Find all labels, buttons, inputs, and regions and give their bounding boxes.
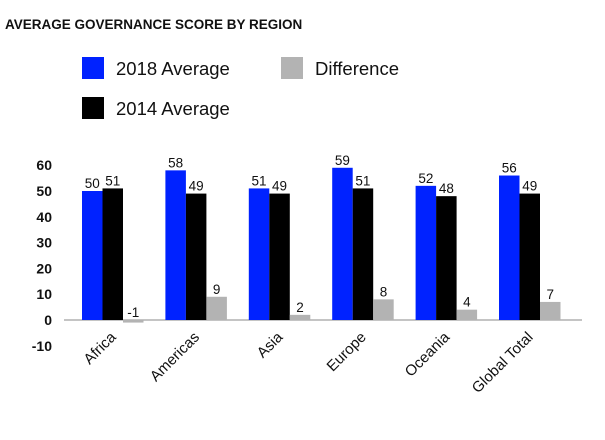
y-tick-label: 60 <box>36 157 52 173</box>
x-tick-label: Africa <box>80 328 120 368</box>
data-label: 49 <box>189 179 204 194</box>
bar <box>102 188 123 320</box>
legend-label: Difference <box>315 58 399 79</box>
data-label: 9 <box>213 282 221 297</box>
bar <box>415 185 437 320</box>
legend-swatch <box>82 97 104 119</box>
legend-swatch <box>281 57 303 79</box>
data-label: 49 <box>522 179 537 194</box>
y-tick-label: 10 <box>36 286 52 302</box>
y-axis: -10 0 10 20 30 40 50 60 <box>32 157 582 354</box>
data-label: 8 <box>380 284 388 299</box>
data-label: 48 <box>439 181 454 196</box>
bar <box>456 309 478 320</box>
bar <box>352 188 374 320</box>
data-label: 2 <box>296 300 304 315</box>
y-tick-label: 20 <box>36 260 52 276</box>
x-tick-label: Asia <box>254 328 287 361</box>
bar <box>206 296 227 320</box>
data-label: 50 <box>85 176 100 191</box>
bar <box>248 188 270 320</box>
x-axis: Africa Americas Asia Europe Oceania Global To… <box>80 328 536 396</box>
data-label: 51 <box>105 173 120 188</box>
y-tick-label: -10 <box>32 338 52 354</box>
bar <box>289 314 311 320</box>
bar <box>540 301 561 320</box>
data-label: 56 <box>502 161 517 176</box>
x-tick-label: Oceania <box>402 328 454 380</box>
data-label: 51 <box>355 173 370 188</box>
x-tick-label: Europe <box>324 329 370 375</box>
y-tick-label: 30 <box>36 235 52 251</box>
bar <box>82 191 103 320</box>
data-label: 7 <box>546 287 554 302</box>
x-tick-label: Global Total <box>469 329 537 397</box>
legend-label: 2018 Average <box>116 58 230 79</box>
bar <box>165 170 186 320</box>
bar <box>332 167 353 320</box>
chart-title: AVERAGE GOVERNANCE SCORE BY REGION <box>5 17 302 32</box>
y-tick-label: 50 <box>36 183 52 199</box>
bar <box>499 175 520 320</box>
data-label: 58 <box>168 155 183 170</box>
x-tick-label: Americas <box>147 329 203 385</box>
bar <box>185 193 207 320</box>
data-label: 4 <box>463 295 471 310</box>
bar <box>123 320 144 323</box>
bars: 50 51 -1 58 49 9 51 49 2 59 51 8 52 48 4 56 49 7 <box>82 153 561 323</box>
data-label: 49 <box>272 179 287 194</box>
bar <box>436 196 457 320</box>
bar <box>269 193 290 320</box>
data-label: 52 <box>418 171 433 186</box>
legend: 2018 Average 2014 Average Difference <box>82 57 399 119</box>
data-label: 59 <box>335 153 350 168</box>
data-label: -1 <box>127 305 139 320</box>
bar <box>373 299 394 320</box>
data-label: 51 <box>252 173 267 188</box>
bar <box>519 193 540 320</box>
legend-label: 2014 Average <box>116 98 230 119</box>
y-tick-label: 40 <box>36 209 52 225</box>
y-tick-label: 0 <box>44 312 52 328</box>
legend-swatch <box>82 57 104 79</box>
